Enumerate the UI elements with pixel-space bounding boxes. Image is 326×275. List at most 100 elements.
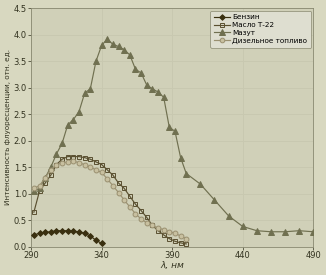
Line: Масло Т-22: Масло Т-22 [31,154,189,246]
Дизельное топливо [105,177,109,180]
Масло Т-22 [128,195,132,198]
Масло Т-22 [145,216,149,219]
Мазут [213,198,216,202]
Дизельное топливо [167,230,171,233]
Масло Т-22 [100,163,104,166]
Дизельное топливо [88,166,92,169]
Мазут [311,230,315,233]
Масло Т-22 [71,155,75,158]
Дизельное топливо [94,168,98,172]
Y-axis label: Интенсивность флуоресценции, отн. ед.: Интенсивность флуоресценции, отн. ед. [5,50,11,205]
Мазут [43,176,47,179]
Дизельное топливо [32,187,36,190]
Масло Т-22 [156,229,160,232]
Масло Т-22 [88,158,92,161]
Масло Т-22 [122,187,126,190]
Дизельное топливо [173,232,177,235]
Мазут [60,142,64,145]
Дизельное топливо [60,161,64,165]
Мазут [151,87,155,90]
Дизельное топливо [117,191,121,194]
Дизельное топливо [134,212,138,215]
Line: Бензин: Бензин [32,229,104,246]
Мазут [269,230,273,233]
Масло Т-22 [66,155,70,158]
Мазут [37,187,41,190]
Масло Т-22 [49,174,53,177]
Дизельное топливо [151,224,155,227]
Бензин [32,233,36,236]
Дизельное топливо [184,237,188,240]
Дизельное топливо [77,161,81,165]
Масло Т-22 [105,168,109,172]
Дизельное топливо [100,171,104,174]
Масло Т-22 [162,233,166,236]
Дизельное топливо [145,221,149,224]
Мазут [77,110,81,113]
Мазут [162,96,166,99]
Бензин [60,229,64,232]
Мазут [255,229,259,232]
Дизельное топливо [122,198,126,202]
Мазут [199,183,202,186]
Бензин [66,229,70,232]
Мазут [71,118,75,121]
Мазут [179,156,183,159]
Масло Т-22 [94,160,98,164]
Мазут [117,45,121,48]
Мазут [139,71,143,75]
X-axis label: λ, нм: λ, нм [160,261,184,270]
Бензин [77,230,81,233]
Дизельное топливо [83,163,87,166]
Дизельное топливо [37,184,41,187]
Line: Дизельное топливо: Дизельное топливо [31,158,189,241]
Масло Т-22 [54,163,58,166]
Мазут [173,130,177,133]
Масло Т-22 [60,158,64,161]
Дизельное топливо [66,160,70,164]
Масло Т-22 [151,224,155,227]
Мазут [32,189,36,193]
Мазут [145,84,149,87]
Дизельное топливо [54,163,58,166]
Бензин [100,242,104,245]
Масло Т-22 [184,242,188,246]
Масло Т-22 [111,174,115,177]
Мазут [49,166,53,169]
Бензин [37,232,41,235]
Мазут [66,123,70,126]
Масло Т-22 [139,209,143,212]
Бензин [43,231,47,234]
Дизельное топливо [128,205,132,208]
Дизельное топливо [111,184,115,187]
Масло Т-22 [173,240,177,243]
Мазут [111,43,115,46]
Дизельное топливо [139,218,143,221]
Мазут [54,152,58,156]
Масло Т-22 [117,182,121,185]
Дизельное топливо [162,228,166,231]
Мазут [88,87,92,90]
Масло Т-22 [179,241,183,244]
Legend: Бензин, Масло Т-22, Мазут, Дизельное топливо: Бензин, Масло Т-22, Мазут, Дизельное топ… [210,10,311,48]
Мазут [241,225,245,228]
Мазут [83,91,87,95]
Бензин [49,230,53,233]
Масло Т-22 [83,156,87,159]
Дизельное топливо [43,176,47,179]
Масло Т-22 [43,182,47,185]
Мазут [105,37,109,41]
Мазут [283,230,287,233]
Мазут [297,229,301,232]
Бензин [83,232,87,235]
Бензин [88,234,92,238]
Бензин [94,239,98,242]
Мазут [227,214,230,218]
Мазут [128,53,132,57]
Мазут [100,44,104,47]
Дизельное топливо [71,159,75,163]
Мазут [156,90,160,94]
Line: Мазут: Мазут [31,36,317,235]
Мазут [134,68,138,71]
Дизельное топливо [49,168,53,172]
